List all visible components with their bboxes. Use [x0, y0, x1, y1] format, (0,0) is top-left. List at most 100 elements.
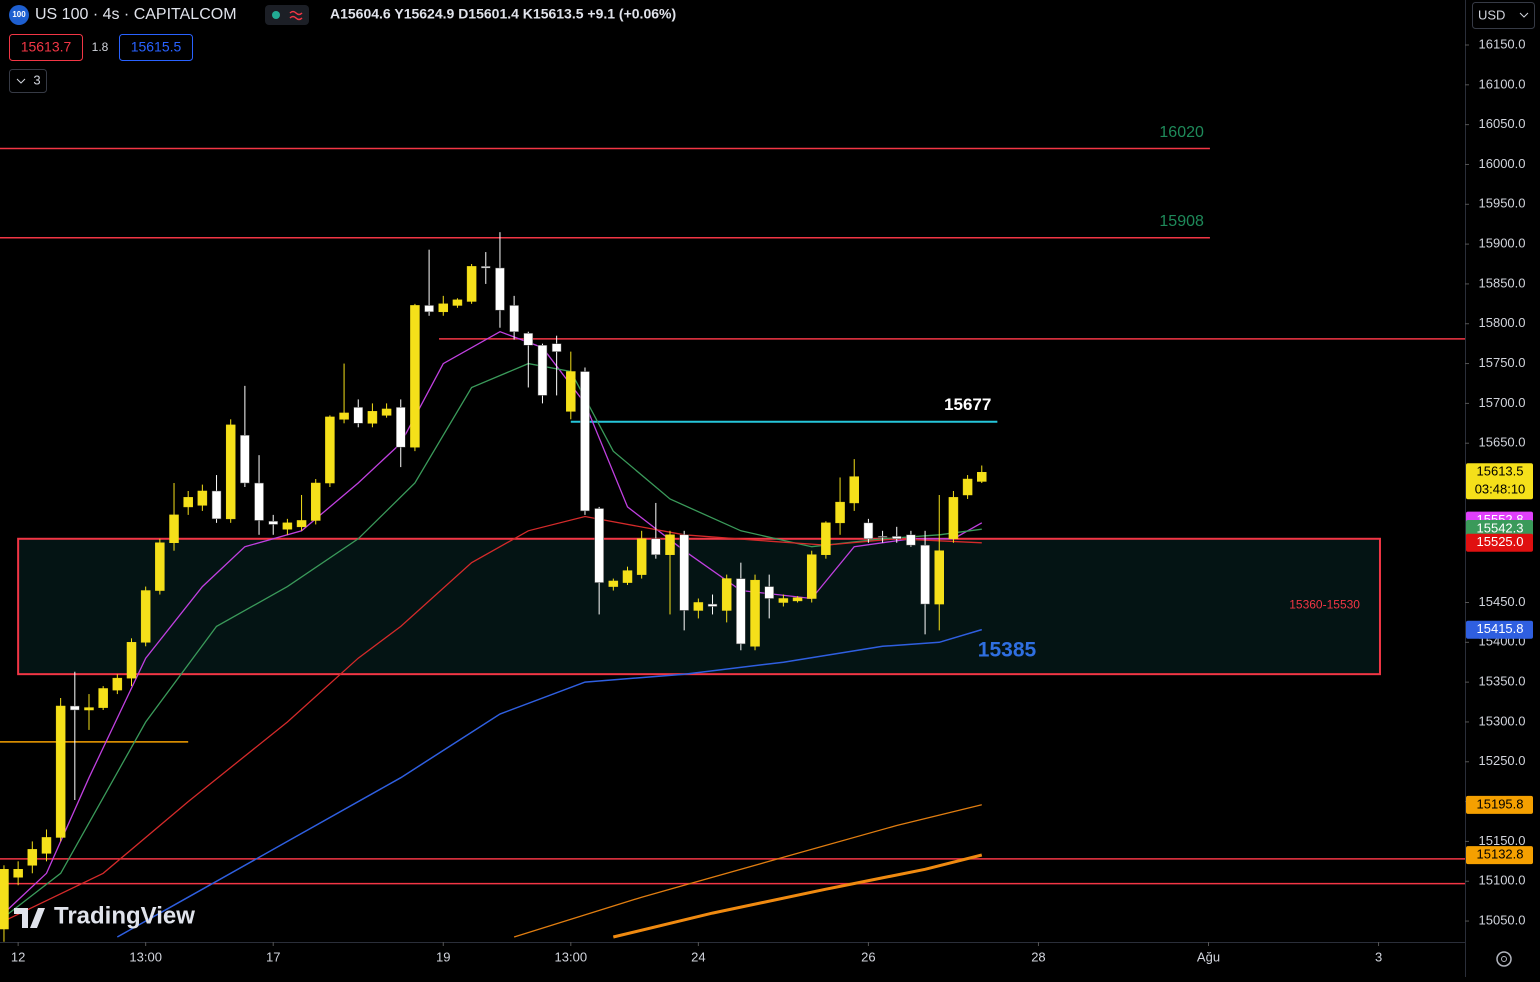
ohlc-values: A15604.6 Y15624.9 D15601.4 K15613.5 +9.1…	[330, 6, 676, 22]
price-badge-label: 15132.8	[1477, 847, 1524, 862]
candle-body	[126, 642, 137, 679]
indicators-toggle[interactable]	[9, 69, 47, 93]
candle-body	[438, 303, 449, 313]
moving-average	[3, 330, 983, 914]
y-tick-label: 16050.0	[1479, 116, 1526, 131]
y-tick-label: 15250.0	[1479, 753, 1526, 768]
settings-icon-center	[1501, 956, 1507, 962]
candle-body	[707, 603, 718, 607]
moving-average	[513, 804, 982, 938]
candle-body	[622, 570, 633, 583]
sell-price: 15613.7	[21, 39, 72, 55]
candle-body	[367, 411, 378, 424]
x-tick-label: Ağu	[1197, 949, 1220, 964]
candle-body	[679, 534, 689, 611]
candle-body	[863, 522, 874, 540]
candle-body	[792, 597, 803, 602]
x-tick-label: 19	[436, 949, 450, 964]
level-label: 16020	[1159, 124, 1204, 141]
y-tick-label: 15750.0	[1479, 355, 1526, 370]
status-pill	[265, 5, 309, 25]
candle-body	[778, 598, 789, 603]
candle-body	[0, 869, 9, 930]
price-badge	[1466, 533, 1533, 552]
y-tick-label: 15350.0	[1479, 674, 1526, 689]
candle-body	[325, 416, 335, 484]
indicator-count: 3	[33, 72, 40, 87]
candle-body	[70, 705, 80, 711]
symbol-logo-text: 100	[12, 10, 26, 19]
price-badge-label: 15525.0	[1477, 534, 1524, 549]
candle-body	[594, 508, 604, 583]
candle-body	[551, 343, 562, 352]
moving-average	[612, 853, 983, 939]
y-tick-label: 15300.0	[1479, 713, 1526, 728]
candle-body	[84, 707, 94, 711]
candle-body	[764, 586, 774, 599]
candle-body	[225, 424, 236, 520]
candle-body	[835, 501, 845, 524]
price-badge	[1466, 846, 1533, 865]
level-label: 15908	[1159, 213, 1204, 230]
candle-body	[140, 590, 151, 643]
symbol-title[interactable]: US 100 · 4s · CAPITALCOM	[35, 6, 237, 23]
y-tick-label: 15900.0	[1479, 236, 1526, 251]
plot-area: 15360-15530 15385 16020 15908 15677	[0, 124, 1465, 942]
candle-body	[509, 305, 519, 332]
candle-body	[396, 407, 406, 448]
settings-icon[interactable]	[1496, 951, 1512, 967]
zone-label: 15360-15530	[1289, 598, 1360, 612]
candle-body	[481, 266, 491, 269]
y-tick-label: 15950.0	[1479, 196, 1526, 211]
price-badge-label: 15542.3	[1477, 520, 1524, 535]
candle-body	[906, 534, 916, 546]
y-tick-label: 15650.0	[1479, 435, 1526, 450]
candle-body	[424, 305, 434, 313]
price-badge-label: 15195.8	[1477, 796, 1524, 811]
candle-body	[410, 305, 420, 448]
x-tick-label: 28	[1031, 949, 1045, 964]
price-badge-label: 15415.8	[1477, 621, 1524, 636]
buy-button[interactable]	[119, 34, 193, 61]
candle-body	[98, 688, 108, 708]
candle-body	[310, 482, 321, 521]
currency: USD	[1478, 7, 1505, 22]
candle-body	[169, 514, 179, 544]
candle-body	[254, 482, 264, 521]
candle-body	[693, 602, 704, 611]
axes: 15050.015100.015150.015200.015250.015300…	[11, 36, 1526, 964]
data-status	[289, 10, 303, 21]
candle-body	[736, 578, 746, 645]
candle-body	[452, 299, 463, 306]
x-tick-label: 13:00	[129, 949, 162, 964]
candle-body	[566, 371, 576, 412]
candle-body	[877, 536, 888, 538]
candle-body	[13, 869, 23, 878]
y-tick-label: 16150.0	[1479, 36, 1526, 51]
symbol-logo	[9, 5, 29, 25]
x-tick-label: 26	[861, 949, 875, 964]
candle-body	[523, 333, 534, 346]
candle-body	[495, 267, 505, 311]
y-tick-label: 15800.0	[1479, 315, 1526, 330]
x-tick-label: 17	[266, 949, 280, 964]
candle-body	[580, 371, 590, 512]
candle-body	[608, 580, 619, 587]
sell-button[interactable]	[9, 34, 83, 61]
countdown: 03:48:10	[1475, 482, 1526, 497]
candle-body	[353, 407, 363, 424]
zone-annotation: 15385	[978, 639, 1037, 662]
candle-body	[296, 520, 307, 528]
moving-average	[116, 628, 983, 938]
brand: TradingView	[54, 902, 195, 929]
candle-body	[466, 266, 477, 302]
y-tick-label: 15850.0	[1479, 275, 1526, 290]
currency-button[interactable]	[1472, 2, 1535, 29]
y-tick-label: 15100.0	[1479, 873, 1526, 888]
candle-body	[240, 434, 250, 484]
candle-body	[112, 677, 123, 691]
candle-body	[381, 408, 392, 416]
price-badge	[1466, 519, 1533, 538]
candle-body	[41, 837, 52, 854]
